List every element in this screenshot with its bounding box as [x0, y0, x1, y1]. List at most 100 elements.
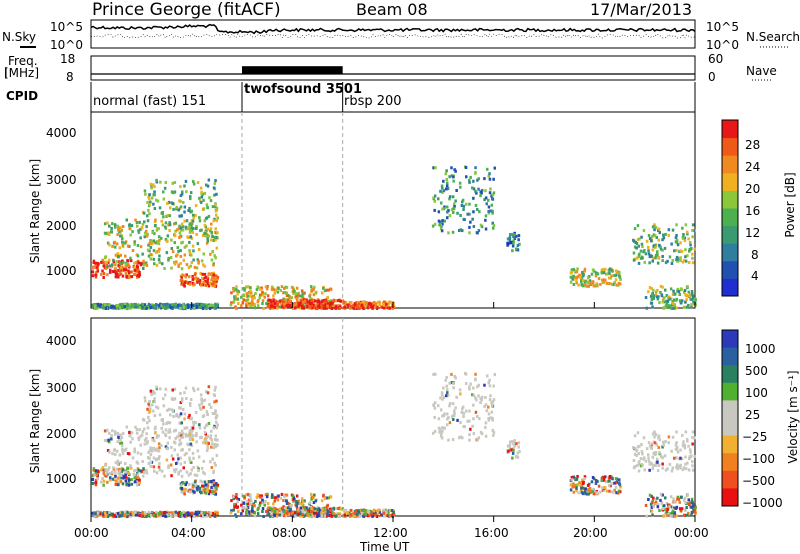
power-cell [174, 221, 177, 225]
xtick: 00:00 [74, 526, 109, 540]
velocity-cell [183, 453, 187, 457]
power-cell [672, 289, 675, 293]
power-cell [441, 207, 444, 211]
velocity-cell [669, 495, 673, 499]
velocity-cell [127, 483, 131, 487]
velocity-cell [108, 466, 111, 470]
velocity-cell [459, 421, 462, 425]
power-cell [619, 277, 622, 281]
power-cell [330, 302, 334, 306]
velocity-cell [96, 477, 99, 481]
power-cell [167, 258, 170, 262]
power-cell [454, 169, 457, 173]
velocity-cell [650, 509, 654, 513]
velocity-cell [104, 474, 108, 478]
velocity-cell [309, 513, 312, 517]
velocity-cell [683, 443, 686, 447]
power-cell [570, 270, 574, 274]
power-cell [214, 209, 218, 213]
power-cell [665, 302, 669, 305]
power-cell [661, 285, 664, 289]
velocity-cell [152, 456, 156, 460]
velocity-cell [205, 410, 209, 414]
power-cell [108, 224, 111, 228]
velocity-cell [488, 384, 492, 388]
power-cell [300, 289, 304, 293]
velocity-cell [200, 466, 204, 470]
power-cell [167, 256, 170, 260]
velocity-cell [154, 510, 158, 514]
velocity-cell [183, 417, 186, 421]
power-cell [165, 214, 168, 218]
power-cell [372, 301, 375, 305]
power-cell [488, 172, 491, 176]
velocity-cell [380, 513, 383, 517]
power-cell [491, 209, 494, 213]
velocity-cell [652, 504, 655, 508]
velocity-cbar-band [722, 382, 738, 401]
power-cell [199, 186, 203, 190]
power-cell [610, 274, 613, 278]
power-cell [170, 247, 174, 250]
power-cell [116, 252, 120, 256]
velocity-cell [185, 488, 189, 492]
power-cell [380, 305, 383, 309]
velocity-cell [216, 423, 219, 427]
power-cell [114, 245, 117, 249]
power-cell [492, 226, 495, 230]
power-cell [143, 303, 147, 307]
power-cell [569, 275, 573, 279]
velocity-cell [607, 484, 611, 488]
velocity-cell [157, 449, 161, 453]
velocity-cell [195, 440, 198, 444]
velocity-cell [191, 451, 195, 455]
power-cell [675, 223, 678, 227]
velocity-cell [142, 418, 146, 422]
velocity-cell [167, 407, 171, 411]
velocity-cell [292, 499, 295, 503]
power-cell [326, 302, 330, 306]
velocity-cbar-frame [721, 329, 739, 507]
nsky-line [90, 23, 696, 35]
power-cell [147, 208, 150, 212]
power-cell [446, 210, 449, 214]
velocity-cell [462, 425, 465, 428]
velocity-cbar-tick: −1000 [742, 496, 783, 510]
velocity-cell [190, 430, 193, 434]
power-cell [203, 264, 206, 268]
power-cell [212, 219, 215, 223]
power-cell [665, 305, 669, 309]
velocity-cell [141, 511, 144, 515]
xlabel: Time UT [360, 540, 410, 554]
velocity-cell [205, 449, 209, 452]
power-cell [205, 183, 208, 187]
power-cell [657, 295, 660, 299]
velocity-cell [678, 464, 681, 468]
power-cell [188, 275, 191, 279]
power-cell [177, 249, 180, 253]
velocity-cell [168, 421, 172, 425]
power-cell [614, 278, 618, 282]
velocity-cell [671, 514, 674, 518]
velocity-cell [98, 512, 102, 516]
power-cell [477, 187, 480, 191]
velocity-cell [200, 435, 203, 439]
xtick: 20:00 [573, 526, 608, 540]
power-cell [676, 243, 680, 247]
power-cell [640, 235, 643, 239]
velocity-cell [517, 441, 521, 445]
velocity-cell [654, 500, 658, 504]
power-cell [441, 219, 444, 223]
power-cell [607, 276, 611, 280]
power-cell [445, 169, 448, 173]
power-cell [106, 241, 110, 245]
power-cell [191, 244, 195, 248]
power-cell [637, 253, 641, 257]
power-cell [645, 306, 648, 310]
power-cell [632, 238, 635, 242]
velocity-cell [666, 512, 670, 515]
power-cell [196, 242, 200, 246]
power-cell [452, 207, 455, 211]
power-cell [677, 290, 681, 293]
